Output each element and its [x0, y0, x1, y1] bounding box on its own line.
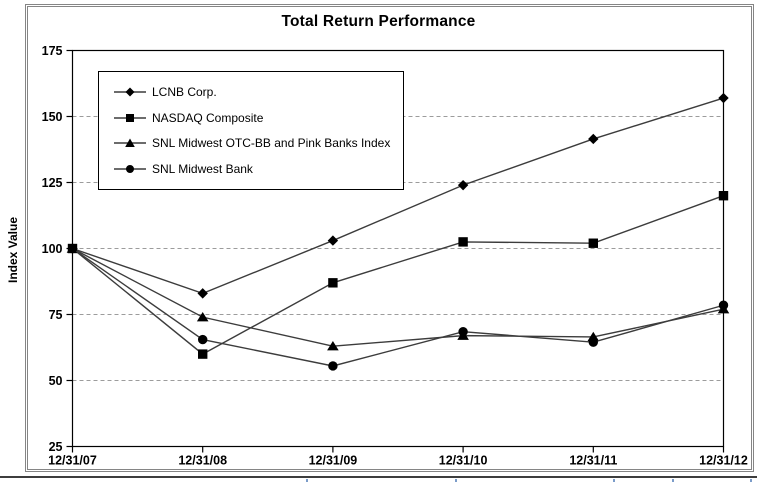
y-tick-label: 25 [49, 440, 63, 454]
series-line-circle [72, 247, 724, 367]
diamond-marker-icon [114, 87, 146, 97]
legend-item: SNL Midwest Bank [113, 162, 403, 176]
x-tick-label: 12/31/10 [439, 454, 488, 468]
x-tick-label: 12/31/07 [48, 454, 97, 468]
y-tick-label: 125 [42, 176, 63, 190]
data-point-circle [458, 326, 468, 337]
table-column-tick [672, 479, 674, 482]
series-line-diamond [72, 97, 724, 295]
table-column-tick [750, 479, 752, 482]
data-point-square [718, 191, 729, 201]
y-tick-label: 50 [49, 374, 63, 388]
legend-item: NASDAQ Composite [113, 111, 403, 125]
data-point-square [458, 237, 468, 247]
data-point-triangle [196, 311, 209, 322]
x-tick-label: 12/31/09 [309, 454, 358, 468]
legend-item: LCNB Corp. [113, 85, 403, 99]
x-tick-label: 12/31/11 [569, 454, 617, 468]
y-tick-label: 150 [42, 110, 63, 124]
data-point-square [588, 238, 598, 248]
table-column-tick [455, 479, 457, 482]
x-tick-label: 12/31/12 [699, 454, 748, 468]
data-point-circle [588, 337, 598, 347]
square-marker-icon [114, 113, 146, 122]
data-point-square [198, 349, 208, 359]
chart-title: Total Return Performance [281, 13, 476, 30]
data-point-diamond [457, 179, 469, 191]
data-point-square [328, 278, 338, 288]
data-point-circle [67, 243, 78, 254]
y-tick-label: 75 [49, 308, 63, 322]
data-point-diamond [718, 92, 729, 104]
triangle-marker-icon [114, 138, 146, 148]
table-top-border [0, 476, 757, 478]
data-point-diamond [327, 235, 339, 246]
y-tick-label: 100 [42, 242, 63, 256]
data-point-circle [198, 334, 208, 345]
y-tick-label: 175 [42, 44, 63, 58]
data-point-circle [718, 300, 729, 310]
data-point-diamond [197, 288, 208, 299]
legend-item-label: LCNB Corp. [152, 84, 217, 99]
circle-marker-icon [114, 165, 146, 174]
table-column-tick [306, 479, 308, 482]
series-line-triangle [72, 247, 724, 347]
y-axis-title: Index Value [6, 216, 20, 284]
legend-item: SNL Midwest OTC-BB and Pink Banks Index [113, 136, 403, 150]
data-point-circle [328, 361, 338, 371]
data-point-triangle [327, 340, 339, 351]
x-tick-label: 12/31/08 [178, 454, 227, 468]
legend: LCNB Corp. NASDAQ Composite SNL Midwest OT… [98, 71, 404, 190]
legend-item-label: NASDAQ Composite [152, 110, 264, 125]
data-point-diamond [588, 133, 599, 145]
table-column-tick [613, 479, 615, 482]
series-line-square [72, 195, 724, 355]
legend-item-label: SNL Midwest OTC-BB and Pink Banks Index [152, 136, 391, 151]
legend-item-label: SNL Midwest Bank [152, 162, 253, 177]
